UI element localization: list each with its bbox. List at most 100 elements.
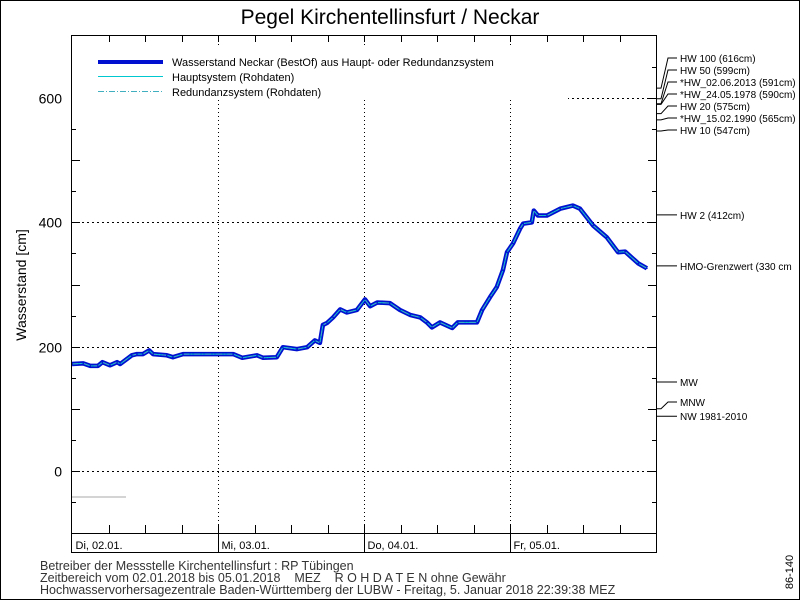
data-point <box>356 309 358 311</box>
reference-level-hw-24-05-1978-590cm-connector <box>656 93 677 105</box>
plot-frame <box>71 35 657 553</box>
reference-level-mnw-connector <box>656 401 677 410</box>
data-point <box>506 251 508 253</box>
data-point <box>89 365 92 367</box>
data-point <box>457 321 459 324</box>
x-tick-label: Mi, 03.01. <box>222 540 270 552</box>
data-point <box>426 321 428 324</box>
reference-level-hmo-grenzwert-330-cm-label: HMO-Grenzwert (330 cm <box>680 262 792 273</box>
reference-level-hw-100-616cm-connector <box>656 57 677 89</box>
series-line-redundanzsystem <box>71 205 648 367</box>
data-point <box>496 286 498 288</box>
data-point <box>97 365 99 367</box>
data-point <box>172 356 174 359</box>
data-point <box>646 267 648 270</box>
data-point <box>431 326 433 329</box>
reference-level-hw-20-575cm-label: HW 20 (575cm) <box>680 102 750 113</box>
reference-level-hw-02-06-2013-591cm-label: *HW_02.06.2013 (591cm) <box>680 78 796 89</box>
data-point <box>519 227 521 230</box>
data-point <box>182 353 184 355</box>
legend-label-bestof: Wasserstand Neckar (BestOf) aus Haupt- o… <box>172 57 494 69</box>
data-point <box>637 262 640 265</box>
data-point <box>537 214 539 217</box>
data-point <box>131 354 133 357</box>
reference-levels: HW 100 (616cm)HW 50 (599cm)*HW_02.06.201… <box>656 54 796 423</box>
data-point <box>262 357 264 359</box>
data-point <box>399 309 401 311</box>
data-point <box>346 311 348 314</box>
footer-agency: Hochwasservorhersagezentrale Baden-Württ… <box>40 583 616 597</box>
data-point <box>306 346 309 349</box>
reference-level-nw-1981-2010-label: NW 1981-2010 <box>680 412 748 423</box>
reference-level-hw-2-412cm-label: HW 2 (412cm) <box>680 211 744 222</box>
data-point <box>606 236 608 239</box>
data-point <box>559 207 561 210</box>
data-point <box>481 309 483 311</box>
data-point <box>148 349 150 352</box>
axis-ticks <box>72 36 656 533</box>
data-point <box>522 222 524 225</box>
data-point <box>82 362 84 365</box>
legend: Wasserstand Neckar (BestOf) aus Haupt- o… <box>72 46 568 100</box>
data-point <box>119 363 121 365</box>
data-point <box>439 321 441 324</box>
y-tick-label: 200 <box>39 340 63 356</box>
data-point <box>451 327 454 329</box>
reference-level-mw-label: MW <box>680 378 698 389</box>
data-point <box>579 207 581 210</box>
data-point <box>531 221 533 224</box>
y-axis-label: Wasserstand [cm] <box>13 229 29 341</box>
reference-level-hw-02-06-2013-591cm-connector <box>656 81 677 105</box>
data-point <box>512 242 514 245</box>
x-tick-labels: Di, 02.01. Mi, 03.01. Do, 04.01. Fr, 05.01. <box>76 540 560 552</box>
data-point <box>339 308 342 311</box>
data-point <box>332 316 334 319</box>
reference-level-hw-20-575cm-connector <box>656 105 677 115</box>
chart-title: Pegel Kirchentellinsfurt / Neckar <box>241 6 540 29</box>
data-point <box>617 251 619 253</box>
data-point <box>152 353 154 355</box>
data-point <box>256 354 258 357</box>
reference-level-hw-15-02-1990-565cm-label: *HW_15.02.1990 (565cm) <box>680 114 796 125</box>
data-point <box>419 316 422 319</box>
data-point <box>326 322 328 324</box>
footer-time-range: Zeitbereich vom 02.01.2018 bis 05.01.201… <box>40 571 506 585</box>
data-point <box>369 305 371 308</box>
figure-code: 86-140 <box>784 555 796 589</box>
data-point <box>376 301 379 304</box>
data-point <box>142 353 144 355</box>
y-tick-label: 0 <box>54 464 62 480</box>
series-layer <box>71 203 649 369</box>
data-point <box>232 353 234 355</box>
data-point <box>322 324 324 326</box>
footer-operator: Betreiber der Messstelle Kirchentellinsf… <box>40 559 354 573</box>
reference-level-hw-24-05-1978-590cm-label: *HW_24.05.1978 (590cm) <box>680 90 796 101</box>
data-point <box>282 346 284 349</box>
data-point <box>489 296 492 298</box>
data-point <box>241 357 244 359</box>
data-point <box>101 361 104 364</box>
legend-label-redundanzsystem: Redundanzsystem (Rohdaten) <box>172 87 321 99</box>
legend-label-hauptsystem: Hauptsystem (Rohdaten) <box>172 72 294 84</box>
data-point <box>476 321 478 324</box>
reference-level-hw-50-599cm-connector <box>656 69 677 100</box>
data-point <box>502 269 504 272</box>
reference-level-hw-10-547cm-label: HW 10 (547cm) <box>680 126 750 137</box>
x-tick-label: Di, 02.01. <box>76 540 123 552</box>
data-point <box>319 342 321 344</box>
y-tick-label: 400 <box>39 215 63 231</box>
data-point <box>389 302 391 304</box>
x-tick-label: Do, 04.01. <box>368 540 419 552</box>
data-point <box>533 209 535 212</box>
y-tick-labels: 0 200 400 600 <box>39 91 63 480</box>
data-point <box>136 353 138 355</box>
data-point <box>109 364 111 367</box>
data-point <box>166 354 168 357</box>
reference-level-mnw-label: MNW <box>680 398 706 409</box>
reference-level-hw-15-02-1990-565cm-connector <box>656 117 677 121</box>
data-point <box>364 298 366 301</box>
x-tick-label: Fr, 05.01. <box>514 540 560 552</box>
data-point <box>624 250 626 253</box>
reference-level-hw-10-547cm-connector <box>656 129 677 132</box>
